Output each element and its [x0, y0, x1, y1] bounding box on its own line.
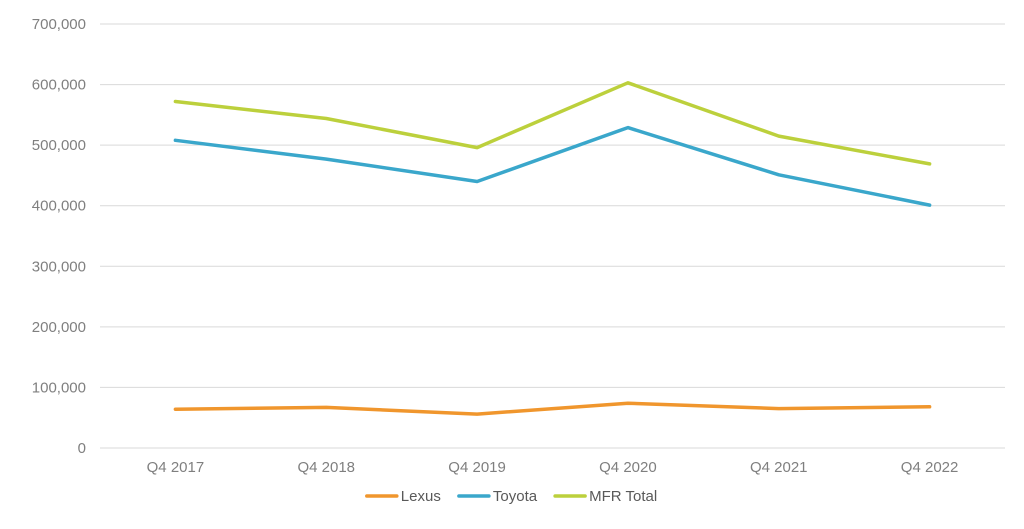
- series-line-mfr-total: [173, 81, 932, 166]
- series-lines: [173, 81, 932, 416]
- legend-item: Lexus: [365, 488, 441, 505]
- x-tick-label: Q4 2018: [297, 459, 355, 476]
- y-tick-label: 0: [78, 440, 86, 457]
- legend-label: Lexus: [401, 488, 441, 505]
- legend: Lexus Toyota MFR Total: [365, 488, 657, 505]
- x-tick-label: Q4 2017: [147, 459, 205, 476]
- y-tick-label: 300,000: [32, 258, 86, 275]
- y-tick-label: 100,000: [32, 379, 86, 396]
- y-tick-label: 200,000: [32, 319, 86, 336]
- legend-item: MFR Total: [553, 488, 657, 505]
- x-tick-label: Q4 2020: [599, 459, 657, 476]
- y-tick-label: 700,000: [32, 16, 86, 33]
- y-tick-label: 400,000: [32, 198, 86, 215]
- legend-label: MFR Total: [589, 488, 657, 505]
- x-tick-label: Q4 2021: [750, 459, 808, 476]
- series-line-lexus: [173, 401, 932, 416]
- legend-item: Toyota: [457, 488, 538, 505]
- y-axis: 0 100,000 200,000 300,000 400,000 500,000 600,…: [32, 16, 86, 457]
- gridlines: [100, 23, 1005, 449]
- x-tick-label: Q4 2019: [448, 459, 506, 476]
- legend-label: Toyota: [493, 488, 538, 505]
- y-tick-label: 600,000: [32, 77, 86, 94]
- x-tick-label: Q4 2022: [901, 459, 959, 476]
- x-axis: Q4 2017 Q4 2018 Q4 2019 Q4 2020 Q4 2021 Q4 20…: [147, 459, 959, 476]
- y-tick-label: 500,000: [32, 137, 86, 154]
- series-line-toyota: [173, 125, 932, 207]
